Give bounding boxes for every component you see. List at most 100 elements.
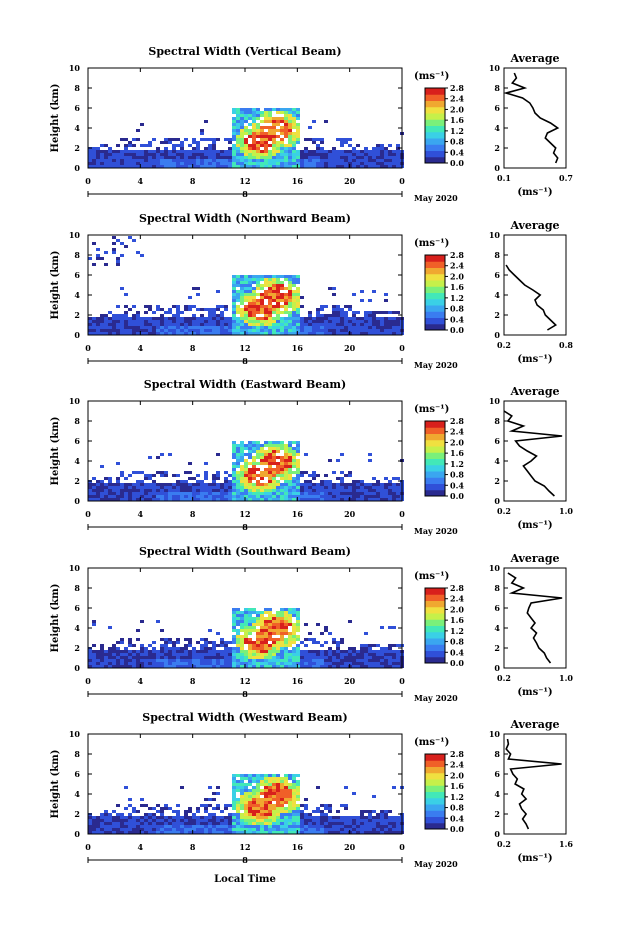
heatmap-cell xyxy=(144,813,148,816)
heatmap-cell xyxy=(144,144,148,147)
heatmap-cell xyxy=(292,783,296,786)
heatmap-cell xyxy=(328,804,332,807)
heatmap-cell xyxy=(140,822,144,825)
heatmap-cell xyxy=(380,650,384,653)
heatmap-cell xyxy=(332,317,336,320)
heatmap-cell xyxy=(272,441,276,444)
heatmap-cell xyxy=(332,323,336,326)
heatmap-cell xyxy=(200,153,204,156)
heatmap-cell xyxy=(256,777,260,780)
heatmap-cells xyxy=(88,441,404,501)
heatmap-cell xyxy=(280,156,284,159)
heatmap-cell xyxy=(296,828,300,831)
heatmap-cell xyxy=(272,317,276,320)
heatmap-cell xyxy=(260,129,264,132)
heatmap-cell xyxy=(300,641,304,644)
heatmap-cell xyxy=(368,332,372,335)
heatmap-cell xyxy=(240,284,244,287)
heatmap-cell xyxy=(376,147,380,150)
heatmap-cell xyxy=(296,305,300,308)
heatmap-cell xyxy=(268,489,272,492)
heatmap-cell xyxy=(288,144,292,147)
heatmap-cell xyxy=(140,804,144,807)
colorbar-swatch xyxy=(425,323,445,331)
heatmap-cell xyxy=(236,486,240,489)
heatmap-cell xyxy=(308,828,312,831)
heatmap-cell xyxy=(164,659,168,662)
heatmap-cell xyxy=(268,620,272,623)
heatmap-cell xyxy=(240,123,244,126)
heatmap-cell xyxy=(280,477,284,480)
heatmap-cell xyxy=(144,650,148,653)
heatmap-cell xyxy=(340,162,344,165)
heatmap-cell xyxy=(240,828,244,831)
heatmap-cell xyxy=(288,329,292,332)
heatmap-cell xyxy=(272,828,276,831)
heatmap-cell xyxy=(236,807,240,810)
heatmap-cell xyxy=(204,165,208,168)
heatmap-cell xyxy=(188,492,192,495)
colorbar-swatch xyxy=(425,427,445,434)
heatmap-cell xyxy=(324,156,328,159)
heatmap-cell xyxy=(128,659,132,662)
heatmap-cell xyxy=(244,290,248,293)
heatmap-cell xyxy=(288,623,292,626)
heatmap-cell xyxy=(388,483,392,486)
heatmap-cell xyxy=(244,462,248,465)
heatmap-cell xyxy=(184,305,188,308)
heatmap-cell xyxy=(212,144,216,147)
profile-y-tick-label: 2 xyxy=(494,310,500,320)
heatmap-cell xyxy=(152,659,156,662)
heatmap-cell xyxy=(248,144,252,147)
heatmap-cell xyxy=(372,153,376,156)
heatmap-cell xyxy=(348,156,352,159)
heatmap-cell xyxy=(316,162,320,165)
heatmap-cell xyxy=(232,489,236,492)
heatmap-cell xyxy=(284,162,288,165)
heatmap-cell xyxy=(180,332,184,335)
heatmap-cell xyxy=(156,495,160,498)
heatmap-cell xyxy=(232,783,236,786)
heatmap-cell xyxy=(128,798,132,801)
heatmap-cell xyxy=(144,498,148,501)
heatmap-cell xyxy=(276,293,280,296)
heatmap-cell xyxy=(232,492,236,495)
heatmap-cell xyxy=(268,804,272,807)
heatmap-cell xyxy=(248,114,252,117)
x-tick-label: 12 xyxy=(239,176,250,186)
heatmap-cell xyxy=(364,632,368,635)
heatmap-cell xyxy=(176,498,180,501)
heatmap-cell xyxy=(92,492,96,495)
heatmap-cell xyxy=(232,323,236,326)
heatmap-cell xyxy=(104,659,108,662)
heatmap-cell xyxy=(288,150,292,153)
heatmap-cell xyxy=(240,138,244,141)
colorbar-tick-label: 2.4 xyxy=(450,760,464,770)
heatmap-cell xyxy=(280,665,284,668)
heatmap-cell xyxy=(364,659,368,662)
heatmap-cell xyxy=(236,813,240,816)
heatmap-cell xyxy=(368,662,372,665)
heatmap-cell xyxy=(376,498,380,501)
heatmap-cell xyxy=(236,656,240,659)
heatmap-cell xyxy=(248,816,252,819)
heatmap-cell xyxy=(288,489,292,492)
heatmap-cell xyxy=(296,159,300,162)
heatmap-cell xyxy=(268,810,272,813)
heatmap-cell xyxy=(280,293,284,296)
heatmap-cell xyxy=(320,308,324,311)
heatmap-cell xyxy=(324,483,328,486)
heatmap-cell xyxy=(284,293,288,296)
heatmap-cell xyxy=(348,483,352,486)
heatmap-cell xyxy=(316,623,320,626)
heatmap-cell xyxy=(368,822,372,825)
heatmap-cell xyxy=(252,144,256,147)
heatmap-cell xyxy=(384,665,388,668)
heatmap-cell xyxy=(360,153,364,156)
heatmap-cell xyxy=(264,462,268,465)
heatmap-cell xyxy=(348,647,352,650)
heatmap-cell xyxy=(336,662,340,665)
heatmap-cell xyxy=(252,650,256,653)
heatmap-cell xyxy=(304,656,308,659)
heatmap-cell xyxy=(260,665,264,668)
